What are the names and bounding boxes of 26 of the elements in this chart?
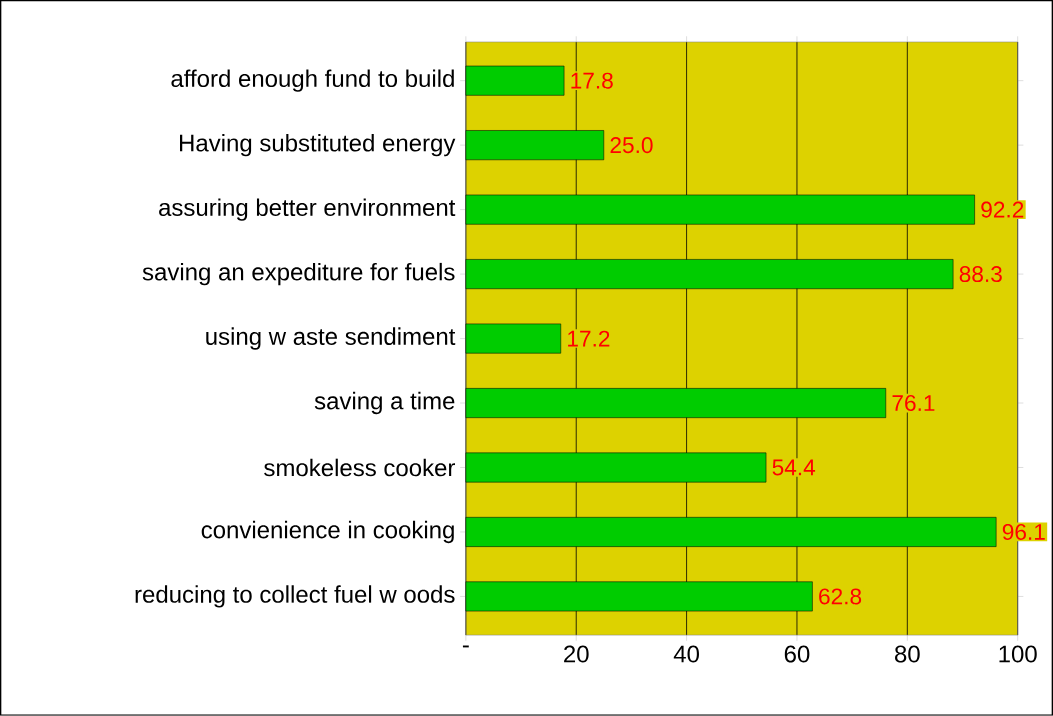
y-tick-label: convienience in cooking	[201, 520, 454, 544]
y-tick-label: Having substituted energy	[180, 134, 456, 157]
y-tick-label: using w aste sendiment	[206, 327, 456, 350]
data-label: 96.1	[1002, 524, 1045, 541]
x-tick-label: -	[462, 645, 469, 648]
y-tick-label: saving a time	[314, 391, 455, 415]
data-label: 17.8	[571, 72, 613, 89]
y-tick-label: afford enough fund to build	[171, 69, 454, 92]
data-label: 17.2	[568, 330, 610, 347]
x-tick-label: 20	[564, 645, 589, 663]
data-label: 92.2	[981, 201, 1024, 218]
y-tick-label: reducing to collect fuel w oods	[135, 585, 455, 608]
bar	[465, 323, 562, 354]
bar	[465, 65, 565, 96]
y-tick-label: assuring better environment	[159, 198, 456, 221]
x-tick-label: 80	[895, 645, 920, 663]
data-label: 25.0	[610, 137, 653, 154]
data-label: 76.1	[892, 395, 935, 412]
data-label: 88.3	[959, 266, 1002, 283]
y-tick-label: smokeless cooker	[264, 458, 456, 477]
y-tick-label: saving an expediture for fuels	[142, 263, 455, 286]
data-label: 54.4	[772, 459, 816, 476]
x-tick-label: 100	[999, 645, 1037, 663]
data-label: 62.8	[819, 588, 862, 605]
x-tick-label: 40	[673, 645, 699, 663]
x-tick-label: 60	[784, 645, 810, 663]
